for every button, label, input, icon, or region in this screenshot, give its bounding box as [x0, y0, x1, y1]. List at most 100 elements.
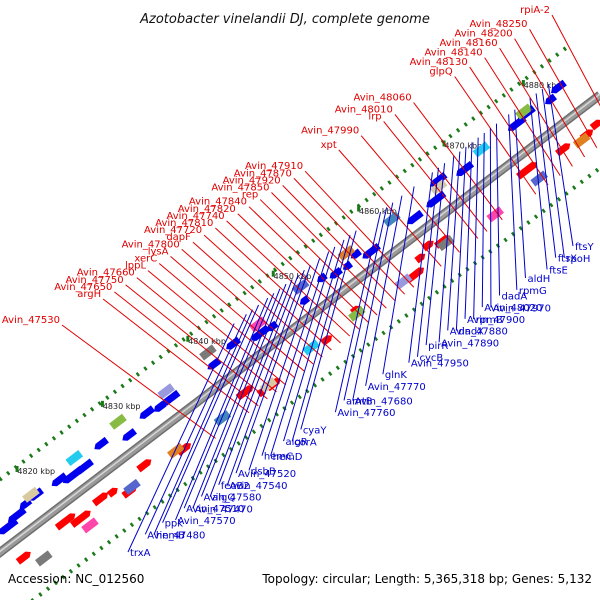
forward-leader-line	[413, 102, 503, 221]
forward-gene-arrow	[235, 385, 254, 401]
forward-gene-label: argH	[77, 289, 101, 300]
tick-dot	[349, 209, 354, 214]
backbone-line	[0, 92, 600, 557]
tick-dot	[61, 574, 66, 580]
gene-block	[65, 449, 84, 467]
forward-gene-label: xerC	[134, 253, 157, 264]
reverse-leader-line	[200, 283, 287, 497]
gene-block	[436, 235, 455, 252]
gene-block	[199, 344, 217, 361]
forward-gene-arrow	[320, 335, 333, 346]
tick-dot	[68, 568, 74, 574]
reverse-leader-line	[183, 293, 275, 509]
reverse-leader-line	[235, 265, 311, 474]
tick-dot	[494, 98, 499, 104]
tick-dot	[272, 267, 278, 273]
gene-block	[394, 273, 413, 290]
forward-gene-label: rep	[242, 190, 258, 201]
tick-dot	[387, 180, 392, 185]
forward-gene-arrow	[516, 162, 537, 180]
reverse-gene-label: Avin_47900	[467, 315, 525, 326]
reverse-leader-line	[175, 297, 269, 521]
tick-dot	[571, 185, 577, 190]
tick-dot	[129, 522, 135, 528]
reverse-gene-label: rpmB	[476, 315, 503, 326]
tick-dot	[173, 342, 179, 348]
reverse-gene-label: Avin_47480	[147, 530, 205, 541]
forward-gene-label: Avin_48160	[440, 38, 498, 49]
reverse-leader-line	[425, 163, 446, 346]
forward-gene-labels: rpiA-2Avin_48250Avin_48200Avin_48160Avin…	[2, 5, 600, 439]
forward-gene-label: Avin_48200	[454, 29, 512, 40]
tick-dot	[282, 406, 287, 411]
tick-dot	[122, 528, 127, 533]
forward-gene-label: Avin_47920	[223, 175, 281, 186]
tick-dot	[181, 337, 186, 342]
gene-block	[291, 278, 310, 295]
tick-dot	[364, 197, 369, 203]
reverse-gene-label: algR	[286, 437, 308, 448]
tick-dot	[457, 272, 462, 278]
reverse-leader-line	[300, 230, 357, 430]
tick-dot	[158, 354, 163, 360]
tick-dot	[82, 412, 87, 418]
forward-leader-line	[136, 277, 277, 393]
forward-gene-label: Avin_47840	[189, 197, 247, 208]
tick-dot	[59, 430, 64, 435]
tick-dot	[295, 249, 301, 255]
tick-dot	[120, 383, 125, 389]
forward-gene-label: Avin_47800	[122, 239, 180, 250]
tick-dot	[114, 534, 119, 539]
reverse-gene-label: Avin_47760	[337, 408, 395, 419]
kbp-label: 4860 kbp	[359, 207, 397, 216]
tick-dot	[579, 179, 584, 185]
forward-gene-label: Avin_47990	[301, 126, 359, 137]
forward-gene-label: rpiA-2	[520, 5, 550, 16]
reverse-gene-label: rpoH	[566, 254, 590, 265]
tick-dot	[526, 220, 531, 225]
gene-block	[157, 383, 175, 400]
reverse-leader-line	[153, 309, 253, 535]
kbp-tick	[521, 80, 525, 87]
forward-gene-arrow	[54, 513, 76, 531]
forward-gene-label: Avin_48130	[410, 57, 468, 68]
reverse-leader-line	[416, 167, 439, 357]
tick-dot	[91, 551, 96, 557]
forward-gene-label: xpt	[321, 140, 337, 151]
kbp-tick	[186, 335, 190, 342]
reverse-leader-line	[495, 123, 501, 296]
tick-dot	[562, 46, 568, 52]
reverse-gene-label: Avin_47520	[238, 469, 296, 480]
forward-gene-label: Avin_47820	[178, 204, 236, 215]
reverse-gene-label: rpmG	[519, 286, 547, 297]
tick-dot	[89, 406, 95, 412]
reverse-gene-label: hemD	[273, 452, 303, 463]
tick-dot	[135, 372, 141, 377]
tick-dot	[350, 353, 356, 359]
reverse-gene-label: glnK	[385, 370, 407, 381]
tick-dot	[516, 81, 522, 87]
forward-leader-line	[514, 38, 586, 158]
gene-block	[472, 141, 491, 158]
kbp-label: 4840 kbp	[188, 337, 226, 346]
forward-leader-line	[529, 28, 598, 148]
tick-dot	[594, 167, 600, 173]
reverse-leader-line	[248, 258, 321, 471]
reverse-gene-label: amtB	[346, 396, 373, 407]
tick-dot	[455, 127, 461, 133]
reverse-gene-label: Avin_47880	[450, 326, 508, 337]
tick-dot	[112, 389, 118, 395]
reverse-leader-line	[352, 202, 394, 401]
tick-dot	[36, 447, 41, 453]
reverse-leader-line	[209, 279, 293, 497]
forward-leader-line	[484, 57, 561, 176]
tick-dot	[486, 104, 491, 110]
tick-dot	[358, 348, 363, 353]
reverse-gene-label: Avin_47680	[355, 397, 413, 408]
tick-dot	[327, 371, 333, 376]
tick-dot	[167, 493, 173, 499]
reverse-gene-label: ftsY	[575, 242, 594, 253]
forward-leader-line	[102, 298, 250, 414]
tick-dot	[320, 377, 325, 382]
